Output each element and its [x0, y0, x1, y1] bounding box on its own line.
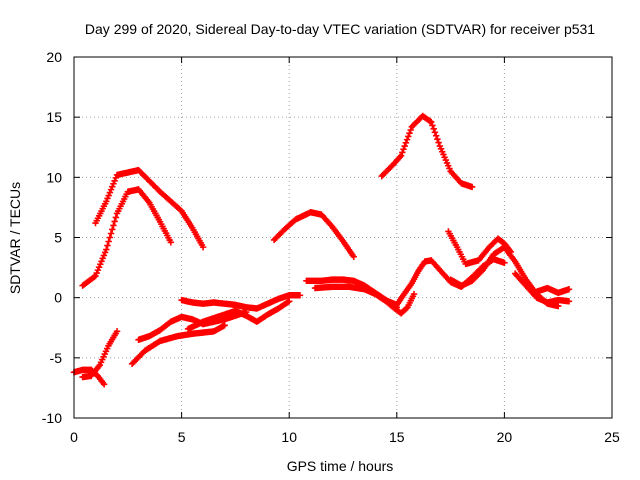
data-point	[112, 214, 120, 221]
data-point	[110, 180, 117, 187]
data-point	[106, 234, 114, 241]
data-point	[407, 126, 414, 134]
series-arc-4	[92, 166, 207, 251]
data-point	[97, 261, 104, 268]
axis-ticks: 0 5 10 15 20 25 -10 -5 0 5 10 15 20	[42, 49, 620, 445]
data-point	[92, 272, 99, 280]
data-point	[555, 302, 562, 310]
data-point	[403, 136, 411, 143]
series-arc-12	[378, 112, 476, 191]
series-arc-8	[184, 298, 293, 333]
x-tick-label: 15	[389, 429, 405, 445]
series-arc-16	[511, 270, 573, 306]
data-point	[91, 273, 98, 281]
data-point	[105, 192, 112, 199]
series-arc-5	[128, 322, 228, 368]
data-point	[104, 242, 111, 249]
y-tick-label: 20	[46, 49, 62, 65]
x-tick-label: 5	[178, 429, 186, 445]
y-tick-label: -5	[50, 350, 63, 366]
data-point	[106, 189, 114, 196]
chart-title: Day 299 of 2020, Sidereal Day-to-day VTE…	[85, 21, 595, 37]
data-point	[397, 152, 405, 159]
data-point	[430, 125, 437, 133]
data-point	[94, 266, 102, 274]
data-point	[104, 195, 111, 202]
data-point	[501, 259, 508, 266]
data-point	[286, 298, 293, 305]
data-point	[434, 135, 441, 143]
data-point	[101, 249, 109, 256]
data-point	[95, 263, 103, 271]
data-point	[401, 142, 408, 150]
y-tick-label: -10	[42, 410, 62, 426]
series-arc-9	[270, 209, 357, 260]
data-point	[565, 298, 573, 305]
data-point	[111, 218, 118, 225]
data-point	[113, 328, 121, 335]
data-points	[70, 112, 573, 388]
x-axis-label: GPS time / hours	[287, 458, 394, 474]
data-point	[100, 252, 108, 259]
y-tick-label: 10	[46, 169, 62, 185]
data-point	[410, 290, 418, 298]
data-point	[100, 381, 108, 388]
data-point	[296, 292, 304, 299]
data-point	[428, 118, 435, 126]
y-axis-label: SDTVAR / TECUs	[7, 182, 23, 294]
data-point	[350, 253, 357, 260]
series-arc-14	[445, 228, 515, 268]
x-tick-label: 0	[70, 429, 78, 445]
data-point	[400, 146, 407, 153]
data-point	[468, 183, 476, 191]
data-point	[426, 117, 434, 125]
data-point	[402, 139, 410, 147]
x-tick-label: 25	[604, 429, 620, 445]
data-point	[112, 174, 120, 182]
data-point	[107, 186, 115, 193]
data-point	[405, 133, 412, 140]
y-tick-label: 15	[46, 109, 62, 125]
data-point	[221, 322, 228, 329]
series-arc-2	[79, 328, 121, 381]
data-point	[93, 269, 100, 277]
data-point	[109, 183, 116, 190]
data-point	[107, 230, 115, 237]
data-point	[406, 130, 413, 137]
series-arc-7	[178, 292, 304, 312]
y-tick-label: 0	[54, 290, 62, 306]
data-point	[403, 305, 410, 312]
data-point	[109, 226, 116, 233]
series-arc-3	[79, 186, 175, 289]
data-point	[103, 198, 110, 205]
data-point	[435, 139, 442, 146]
series-arc-17	[533, 284, 573, 297]
data-point	[103, 246, 110, 253]
y-tick-label: 5	[54, 230, 62, 246]
x-tick-label: 10	[281, 429, 297, 445]
data-point	[111, 177, 118, 185]
data-point	[110, 222, 117, 229]
data-point	[429, 122, 436, 129]
data-point	[199, 243, 207, 251]
data-point	[105, 238, 112, 245]
data-point	[167, 239, 175, 246]
data-point	[284, 298, 292, 306]
data-point	[98, 258, 105, 265]
data-point	[431, 129, 439, 136]
data-point	[565, 286, 573, 293]
data-point	[432, 132, 440, 139]
data-point	[399, 149, 406, 156]
data-point	[99, 255, 106, 262]
x-tick-label: 20	[497, 429, 513, 445]
